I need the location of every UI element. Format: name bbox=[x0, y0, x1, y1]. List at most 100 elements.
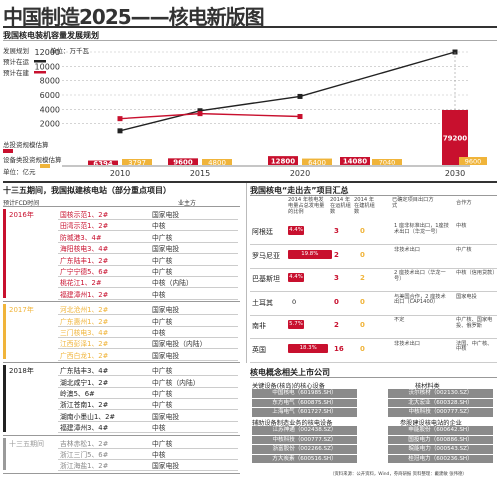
plant-owner: 中广核 bbox=[152, 317, 173, 326]
plant-owner: 中核 bbox=[152, 329, 166, 337]
bar-extra-total bbox=[340, 157, 370, 165]
plant-name: 桃花江1、2# bbox=[60, 279, 102, 288]
x-tick-label: 2030 bbox=[445, 169, 465, 178]
page-title: 中国制造2025——核电新版图 bbox=[3, 5, 265, 29]
abroad-pct: 4.4% bbox=[288, 226, 304, 235]
abroad-country: 土耳其 bbox=[252, 298, 273, 307]
plant-owner: 国家电投 bbox=[152, 245, 180, 254]
stock-item: 中国核电（601985.SH） bbox=[252, 389, 357, 398]
stock-item: 桂冠电力（600236.SH） bbox=[388, 454, 493, 464]
abroad-partner: 中核（信用贷款） bbox=[456, 270, 498, 276]
plant-list: 2016年 国核示范1、2# 国家电投 田湾示范1、2# 中核 防城港3、4# 中广核 海阳核… bbox=[0, 207, 245, 480]
plant-name: 河北沧州1、2# bbox=[60, 306, 109, 315]
legend-total-swatch bbox=[3, 149, 13, 153]
plant-name: 广东惠州1、2# bbox=[60, 317, 109, 326]
plant-name: 国核示范1、2# bbox=[60, 211, 109, 219]
plants-section-title: 十三五期间，我国拟建核电站（部分重点项目） bbox=[3, 186, 171, 195]
bar-total-label: 6394 bbox=[93, 160, 113, 168]
stocks-section-title: 核电概念相关上市公司 bbox=[250, 368, 330, 377]
plant-owner: 中广核 bbox=[152, 256, 173, 265]
abroad-mode: 1 座非标准出口，1座技术出口（华龙一号） bbox=[394, 223, 449, 235]
group-label: 2018年 bbox=[9, 367, 34, 376]
abroad-header-mode: 已确定项目出口方式 bbox=[392, 197, 434, 209]
legend-equipment-label: 设备类投资规模估算 bbox=[3, 155, 62, 164]
owner-header: 业主方 bbox=[178, 200, 197, 207]
plant-name: 浙江海盐1、2# bbox=[60, 462, 109, 471]
plant-name: 海阳核电3、4# bbox=[60, 245, 109, 254]
group-label: 2017年 bbox=[9, 306, 34, 315]
plant-owner: 中核 bbox=[152, 290, 166, 299]
bar-extra-total-label: 14080 bbox=[343, 158, 367, 166]
abroad-building: 0 bbox=[360, 297, 365, 306]
plant-owner: 中广核 bbox=[152, 390, 173, 398]
abroad-running: 3 bbox=[334, 227, 339, 235]
y-tick-label: 4000 bbox=[40, 105, 60, 114]
stock-item: 东方电气（600875.SH） bbox=[252, 398, 357, 408]
plant-name: 福建漳州1、2# bbox=[60, 290, 109, 299]
plant-name: 福建漳州3、4# bbox=[60, 424, 109, 433]
abroad-mode: 2 座技术出口（华龙一号） bbox=[394, 270, 446, 282]
stock-item: 皖能电力（000543.SZ） bbox=[388, 445, 493, 454]
abroad-header-con: 2014 年在建机组数 bbox=[354, 197, 375, 215]
x-tick-label: 2020 bbox=[290, 169, 310, 178]
bar-total bbox=[88, 160, 118, 165]
plant-owner: 中广核（内陆） bbox=[152, 378, 200, 387]
abroad-mode: 非技术出口 bbox=[394, 340, 420, 347]
fcd-header: 预计FCD时间 bbox=[3, 200, 40, 207]
abroad-building: 2 bbox=[360, 274, 365, 282]
abroad-header-pct: 2014 年核电发电量占总发电量的比例 bbox=[288, 197, 325, 215]
abroad-partner: 中广核 bbox=[456, 246, 472, 253]
plant-owner: 中广核 bbox=[152, 268, 173, 276]
capacity-chart: 12000 10000 8000 6000 4000 2000 发展规划 单位：万千瓦预计在运… bbox=[3, 46, 487, 178]
plant-name: 湖北咸宁1、2# bbox=[60, 378, 109, 387]
bar-extra-equipment-label: 7040 bbox=[379, 159, 396, 167]
abroad-header-partner: 合作方 bbox=[456, 200, 472, 206]
plant-name: 广西白龙1、2# bbox=[60, 351, 109, 360]
stock-item: 沃尔核材（002130.SZ） bbox=[388, 389, 493, 398]
plant-owner: 中核 bbox=[152, 222, 166, 231]
bar-equipment-label: 6400 bbox=[308, 159, 326, 167]
plant-owner: 国家电投 bbox=[152, 351, 180, 360]
y-tick-label: 10000 bbox=[35, 62, 60, 71]
abroad-country: 阿根廷 bbox=[252, 228, 273, 236]
group-bar bbox=[3, 437, 6, 470]
bar-equipment-label: 3797 bbox=[128, 159, 146, 167]
plant-owner: 国家电投 bbox=[152, 211, 180, 219]
y-tick-label: 6000 bbox=[40, 91, 60, 100]
plant-owner: 中广核 bbox=[152, 401, 173, 410]
series-line-building bbox=[119, 112, 301, 120]
bar-equipment-2030 bbox=[459, 157, 487, 165]
plant-owner: 国家电投（内陆） bbox=[152, 340, 207, 349]
legend-equipment-swatch bbox=[40, 164, 50, 168]
stocks-col1-title: 关键设备(核岛)的核心设备 bbox=[252, 383, 325, 390]
bar-total bbox=[268, 156, 298, 165]
line-unit-label: 单位：万千瓦 bbox=[50, 46, 90, 55]
abroad-mode: 与美国合作，2 座技术出口（CAP1400） bbox=[394, 293, 446, 306]
legend-building-label: 预计在建 bbox=[3, 68, 30, 77]
abroad-running: 2 bbox=[334, 321, 339, 329]
plant-name: 湖南小墨山1、2# bbox=[60, 412, 116, 421]
y-tick-label: 2000 bbox=[40, 120, 60, 129]
plant-owner: 中核 bbox=[152, 424, 166, 433]
plant-owner: 中广核 bbox=[152, 367, 173, 376]
legend-running-swatch bbox=[34, 60, 46, 63]
bar-equipment-label: 4800 bbox=[208, 159, 226, 167]
abroad-header-op: 2014 年在运机组数 bbox=[330, 197, 351, 215]
group-bar bbox=[3, 365, 6, 432]
bar-total bbox=[442, 110, 468, 165]
legend-total-label: 总投资规模估算 bbox=[3, 140, 49, 149]
stock-item: 申能股份（600642.SH） bbox=[388, 426, 493, 435]
group-label: 十三五期间 bbox=[9, 439, 44, 448]
plant-name: 田湾示范1、2# bbox=[60, 222, 109, 231]
abroad-running: 3 bbox=[334, 274, 339, 282]
source-note: （资料来源：公开资料，Wind，券商研报 资料整理：戴建敏 张伟德） bbox=[330, 472, 467, 477]
bar-total-label: 12800 bbox=[271, 158, 295, 166]
abroad-running: 2 bbox=[334, 250, 339, 259]
abroad-pct: 18.3% bbox=[288, 343, 329, 353]
abroad-building: 0 bbox=[360, 344, 365, 353]
plant-owner: 国家电投 bbox=[152, 412, 180, 421]
plant-name: 浙江三门5、6# bbox=[60, 451, 109, 459]
series-point bbox=[197, 111, 203, 117]
group-bar bbox=[3, 304, 6, 360]
plant-owner: 中核（内陆） bbox=[152, 279, 193, 288]
